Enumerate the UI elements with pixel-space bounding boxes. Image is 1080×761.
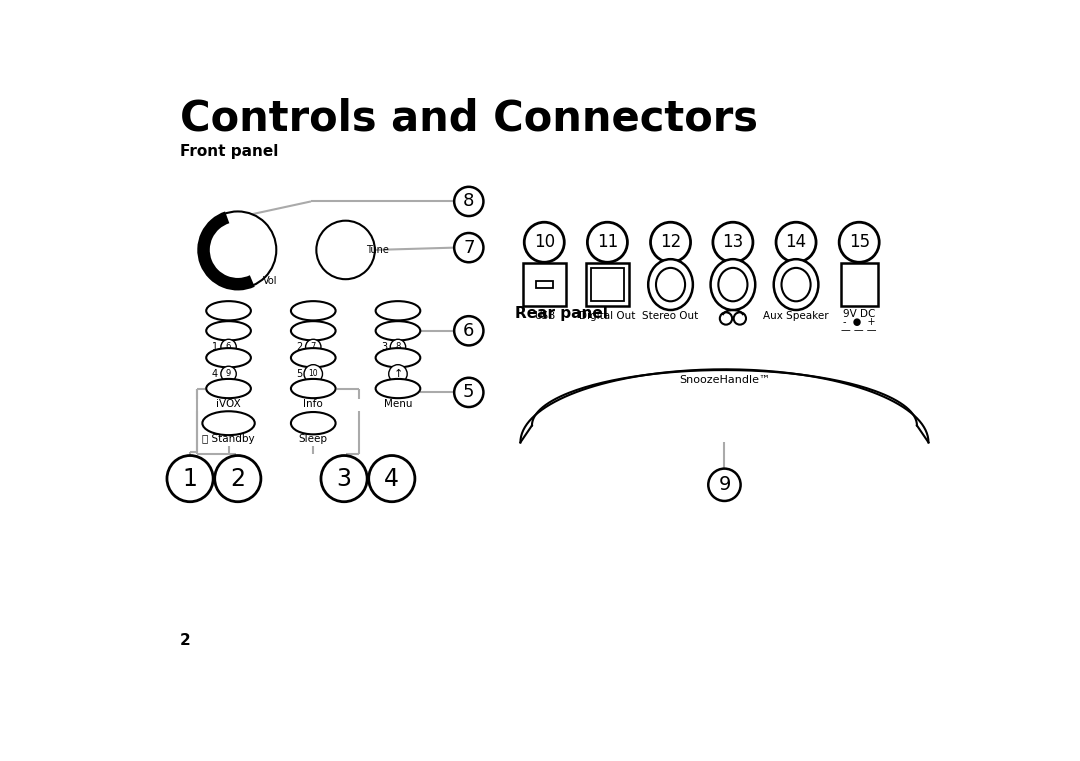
Circle shape bbox=[167, 456, 213, 501]
Text: 14: 14 bbox=[785, 233, 807, 251]
Text: 5: 5 bbox=[296, 369, 302, 379]
Circle shape bbox=[389, 365, 407, 383]
Ellipse shape bbox=[291, 301, 336, 320]
Text: Digital Out: Digital Out bbox=[579, 311, 636, 321]
Ellipse shape bbox=[376, 321, 420, 340]
Ellipse shape bbox=[206, 379, 251, 398]
Text: Vol: Vol bbox=[264, 275, 278, 285]
Text: 7: 7 bbox=[311, 342, 316, 352]
Text: 10: 10 bbox=[534, 233, 555, 251]
Text: iVOX: iVOX bbox=[216, 399, 241, 409]
Text: 9: 9 bbox=[718, 476, 731, 495]
Text: 2: 2 bbox=[230, 466, 245, 491]
Text: 8: 8 bbox=[395, 342, 401, 352]
Circle shape bbox=[316, 221, 375, 279]
Circle shape bbox=[306, 339, 321, 355]
FancyBboxPatch shape bbox=[536, 281, 553, 288]
Text: -  ●  +: - ● + bbox=[842, 317, 876, 327]
Circle shape bbox=[713, 222, 753, 263]
Text: Sleep: Sleep bbox=[299, 434, 327, 444]
Circle shape bbox=[455, 186, 484, 216]
Ellipse shape bbox=[291, 348, 336, 368]
Circle shape bbox=[839, 222, 879, 263]
Text: ↑: ↑ bbox=[393, 369, 403, 379]
Ellipse shape bbox=[206, 301, 251, 320]
Ellipse shape bbox=[773, 260, 819, 310]
Circle shape bbox=[720, 312, 732, 325]
FancyBboxPatch shape bbox=[523, 263, 566, 306]
Text: 2: 2 bbox=[296, 342, 302, 352]
Ellipse shape bbox=[206, 321, 251, 340]
Circle shape bbox=[220, 339, 237, 355]
Text: 1: 1 bbox=[183, 466, 198, 491]
Text: 6: 6 bbox=[226, 342, 231, 352]
FancyBboxPatch shape bbox=[585, 263, 629, 306]
Ellipse shape bbox=[291, 412, 336, 435]
Circle shape bbox=[305, 365, 323, 383]
Circle shape bbox=[708, 469, 741, 501]
Text: 11: 11 bbox=[597, 233, 618, 251]
Text: Rear panel: Rear panel bbox=[515, 306, 608, 320]
Text: Controls and Connectors: Controls and Connectors bbox=[180, 97, 758, 139]
Text: 12: 12 bbox=[660, 233, 681, 251]
Text: 4: 4 bbox=[212, 369, 218, 379]
Text: SnoozeHandle™: SnoozeHandle™ bbox=[679, 375, 770, 385]
Text: 5: 5 bbox=[463, 384, 474, 401]
Text: 4: 4 bbox=[384, 466, 400, 491]
Text: Stereo Out: Stereo Out bbox=[643, 311, 699, 321]
Ellipse shape bbox=[291, 379, 336, 398]
Circle shape bbox=[650, 222, 690, 263]
Circle shape bbox=[321, 456, 367, 501]
Circle shape bbox=[777, 222, 816, 263]
Circle shape bbox=[455, 377, 484, 407]
Text: Aux Speaker: Aux Speaker bbox=[764, 311, 828, 321]
Text: 3: 3 bbox=[381, 342, 387, 352]
Circle shape bbox=[200, 212, 276, 288]
Ellipse shape bbox=[376, 379, 420, 398]
Ellipse shape bbox=[376, 301, 420, 320]
Text: 9: 9 bbox=[226, 369, 231, 378]
Ellipse shape bbox=[648, 260, 693, 310]
Text: 8: 8 bbox=[463, 193, 474, 211]
Text: 15: 15 bbox=[849, 233, 869, 251]
Text: 13: 13 bbox=[723, 233, 743, 251]
Circle shape bbox=[588, 222, 627, 263]
Text: 3: 3 bbox=[337, 466, 352, 491]
Circle shape bbox=[455, 233, 484, 263]
Circle shape bbox=[733, 312, 746, 325]
Circle shape bbox=[368, 456, 415, 501]
Ellipse shape bbox=[711, 260, 755, 310]
Text: 6: 6 bbox=[463, 322, 474, 340]
Circle shape bbox=[524, 222, 564, 263]
Text: 10: 10 bbox=[309, 369, 319, 378]
Ellipse shape bbox=[718, 268, 747, 301]
Text: Tune: Tune bbox=[366, 245, 389, 255]
Ellipse shape bbox=[291, 321, 336, 340]
Text: 2: 2 bbox=[180, 633, 191, 648]
Circle shape bbox=[220, 366, 237, 381]
Text: USB: USB bbox=[534, 311, 555, 321]
Text: Menu: Menu bbox=[383, 399, 413, 409]
Circle shape bbox=[455, 316, 484, 345]
Ellipse shape bbox=[656, 268, 685, 301]
Text: ⏻ Standby: ⏻ Standby bbox=[202, 434, 255, 444]
Ellipse shape bbox=[782, 268, 811, 301]
Text: — — —: — — — bbox=[841, 325, 877, 335]
Text: 1: 1 bbox=[212, 342, 218, 352]
Circle shape bbox=[215, 456, 261, 501]
Ellipse shape bbox=[376, 348, 420, 368]
Circle shape bbox=[390, 339, 406, 355]
Ellipse shape bbox=[206, 348, 251, 368]
FancyBboxPatch shape bbox=[840, 263, 878, 306]
Text: Front panel: Front panel bbox=[180, 144, 279, 159]
Text: Info: Info bbox=[303, 399, 323, 409]
Text: 7: 7 bbox=[463, 239, 474, 256]
FancyBboxPatch shape bbox=[591, 269, 623, 301]
Ellipse shape bbox=[202, 411, 255, 435]
Text: 9V DC: 9V DC bbox=[843, 309, 876, 319]
